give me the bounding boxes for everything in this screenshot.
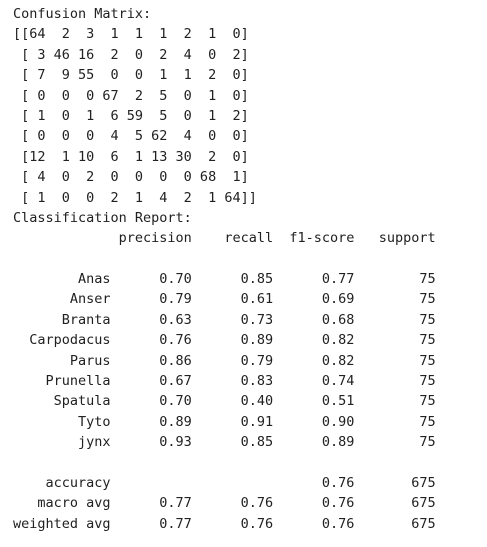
- confusion-matrix-row: [ 1 0 0 2 1 4 2 1 64]]: [13, 189, 257, 206]
- report-summary-row: macro avg 0.77 0.76 0.76 675: [13, 495, 436, 512]
- confusion-matrix-row: [ 0 0 0 67 2 5 0 1 0]: [13, 87, 249, 104]
- confusion-matrix-row: [12 1 10 6 1 13 30 2 0]: [13, 148, 249, 165]
- report-row: jynx 0.93 0.85 0.89 75: [13, 434, 436, 451]
- report-row: Carpodacus 0.76 0.89 0.82 75: [13, 332, 436, 349]
- report-blank: [13, 249, 487, 269]
- confusion-matrix-row: [ 7 9 55 0 0 1 1 2 0]: [13, 67, 249, 84]
- report-row: Prunella 0.67 0.83 0.74 75: [13, 373, 436, 390]
- report-row: Anser 0.79 0.61 0.69 75: [13, 291, 436, 308]
- confusion-matrix-title: Confusion Matrix:: [13, 6, 152, 22]
- confusion-matrix-row: [ 3 46 16 2 0 2 4 0 2]: [13, 46, 249, 63]
- confusion-matrix-row: [[64 2 3 1 1 1 2 1 0]: [13, 26, 249, 43]
- report-header: precision recall f1-score support: [13, 230, 436, 247]
- report-blank: [13, 453, 487, 473]
- report-summary-row: accuracy 0.76 675: [13, 474, 436, 491]
- report-row: Spatula 0.70 0.40 0.51 75: [13, 393, 436, 410]
- report-row: Branta 0.63 0.73 0.68 75: [13, 311, 436, 328]
- confusion-matrix-row: [ 0 0 0 4 5 62 4 0 0]: [13, 128, 249, 145]
- report-row: Parus 0.86 0.79 0.82 75: [13, 352, 436, 369]
- report-row: Anas 0.70 0.85 0.77 75: [13, 271, 436, 288]
- report-row: Tyto 0.89 0.91 0.90 75: [13, 413, 436, 430]
- console-output: Confusion Matrix: [[64 2 3 1 1 1 2 1 0] […: [13, 6, 487, 532]
- confusion-matrix-row: [ 4 0 2 0 0 0 0 68 1]: [13, 169, 249, 186]
- report-summary-row: weighted avg 0.77 0.76 0.76 675: [13, 515, 436, 532]
- confusion-matrix-row: [ 1 0 1 6 59 5 0 1 2]: [13, 107, 249, 124]
- classification-report-title: Classification Report:: [13, 209, 192, 226]
